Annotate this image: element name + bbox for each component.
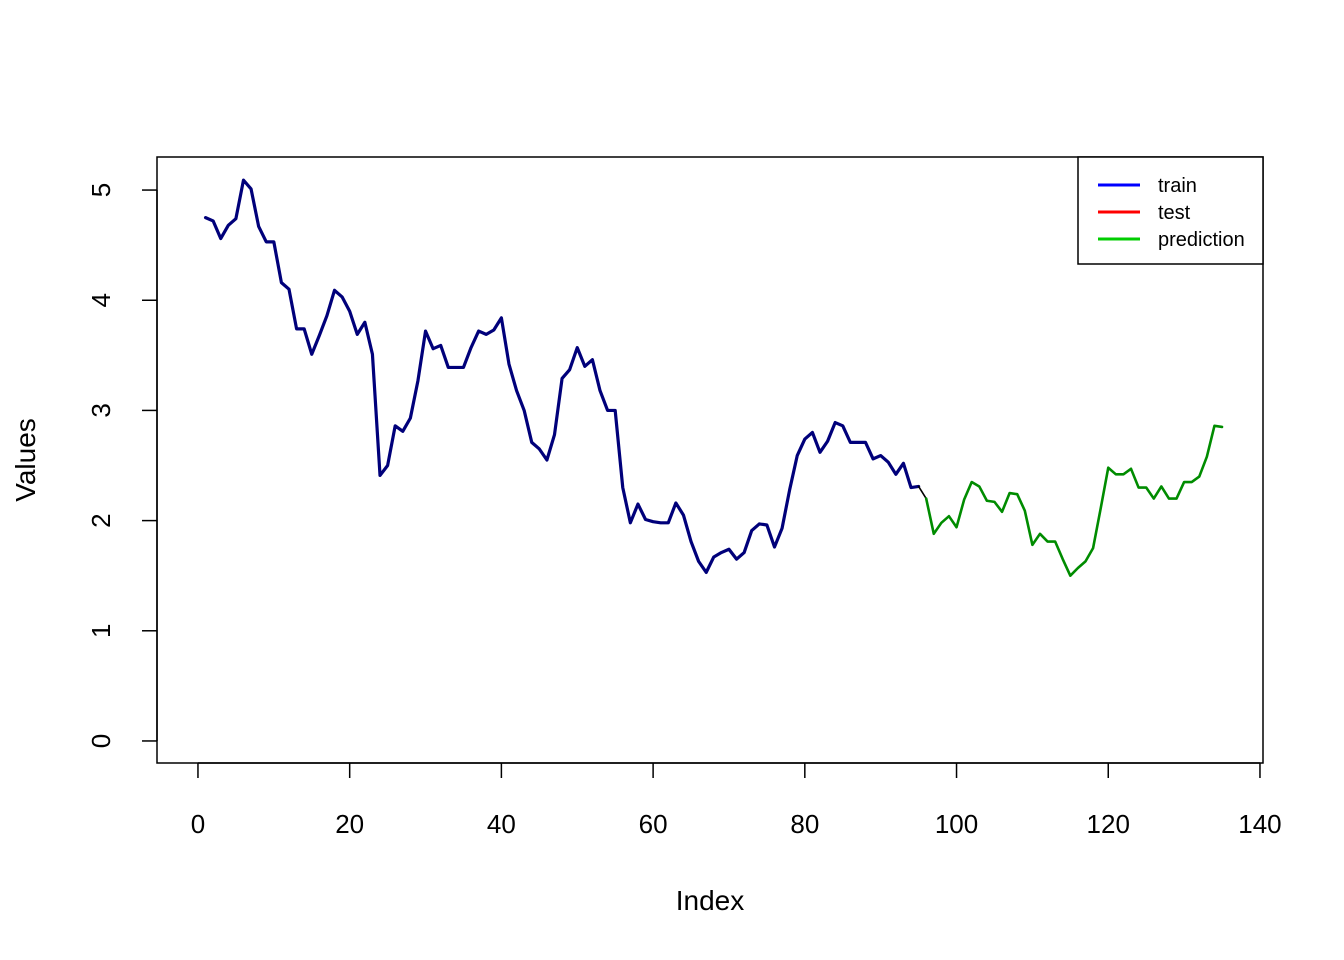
x-tick-label: 140: [1238, 809, 1281, 839]
series-train-line: [203, 178, 921, 574]
x-tick-label: 60: [639, 809, 668, 839]
plot-frame: [156, 156, 1264, 764]
legend-label-test: test: [1158, 202, 1191, 224]
y-tick-label: 4: [86, 293, 116, 307]
x-tick-label: 40: [487, 809, 516, 839]
series-prediction-line: [924, 424, 1224, 577]
x-axis-title: Index: [676, 885, 745, 916]
y-tick-label: 0: [86, 734, 116, 748]
y-axis-title: Values: [10, 418, 41, 502]
y-tick-label: 2: [86, 513, 116, 527]
legend: train test prediction: [1077, 156, 1264, 265]
legend-label-train: train: [1158, 175, 1197, 197]
x-tick-label: 20: [335, 809, 364, 839]
x-tick-label: 80: [790, 809, 819, 839]
y-tick-label: 5: [86, 183, 116, 197]
x-tick-label: 100: [935, 809, 978, 839]
x-tick-label: 120: [1087, 809, 1130, 839]
x-tick-label: 0: [191, 809, 205, 839]
y-tick-label: 3: [86, 403, 116, 417]
legend-label-prediction: prediction: [1158, 229, 1245, 251]
series-layer: [203, 178, 1224, 577]
x-axis: 0 20 40 60 80 100 120 140: [191, 762, 1282, 839]
y-tick-label: 1: [86, 624, 116, 638]
